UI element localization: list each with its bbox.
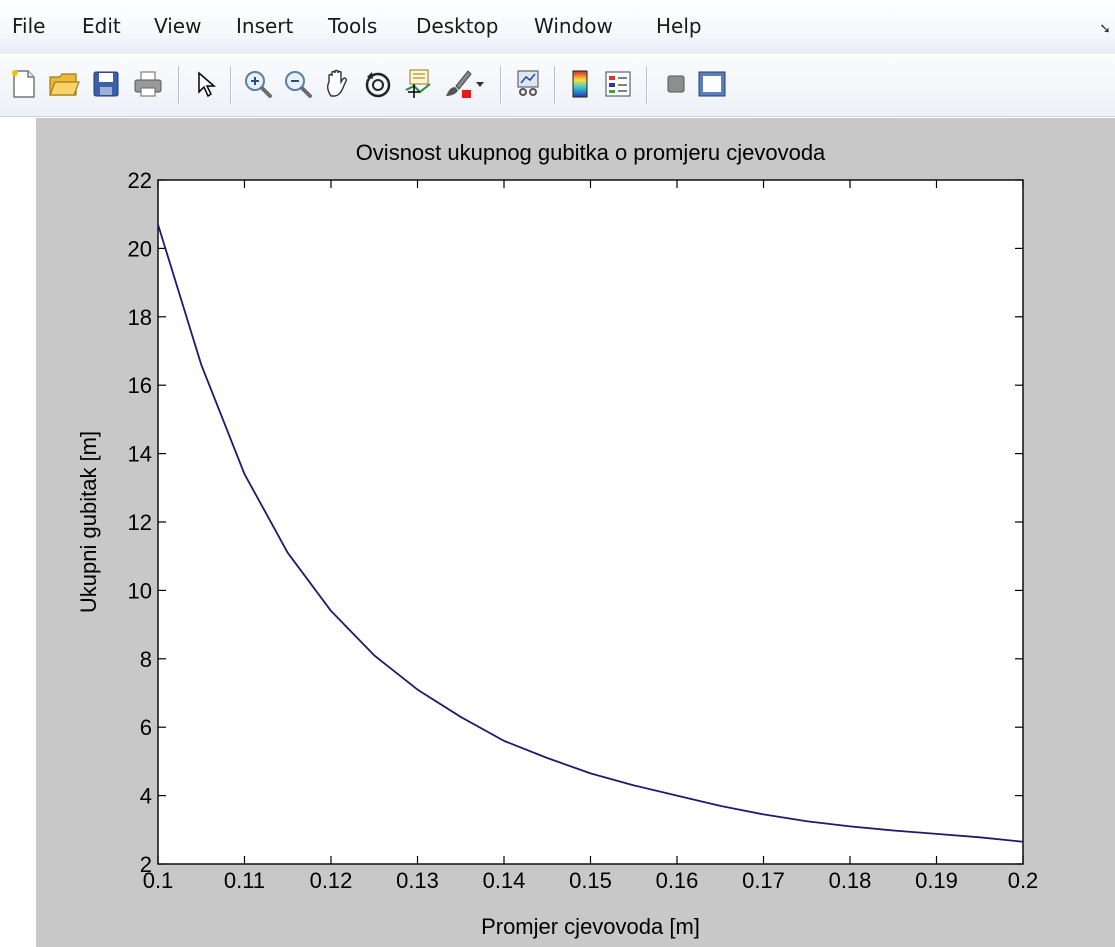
print-icon[interactable]: [130, 66, 166, 102]
y-tick-label: 12: [128, 510, 152, 535]
loss-curve-line: [157, 224, 1024, 843]
toolbar-separator: [646, 66, 648, 104]
y-tick-label: 2: [140, 852, 152, 877]
y-axis-label: Ukupni gubitak [m]: [76, 431, 101, 613]
brush-icon[interactable]: [440, 66, 476, 102]
zoom-in-icon[interactable]: [240, 66, 276, 102]
x-tick-label: 0.19: [915, 868, 958, 893]
menu-file[interactable]: File: [12, 14, 46, 38]
save-icon[interactable]: [88, 66, 124, 102]
menu-desktop[interactable]: Desktop: [416, 14, 499, 38]
x-tick-label: 0.12: [310, 868, 353, 893]
x-tick-label: 0.15: [569, 868, 612, 893]
y-tick-label: 14: [128, 442, 152, 467]
x-tick-label: 0.11: [224, 868, 265, 893]
y-tick-label: 6: [140, 715, 152, 740]
toolbar-separator: [230, 66, 232, 104]
link-plot-icon[interactable]: [510, 66, 546, 102]
y-tick-label: 4: [140, 784, 152, 809]
y-tick-label: 10: [128, 578, 152, 603]
pan-hand-icon[interactable]: [320, 66, 356, 102]
y-tick-labels: 2 4 6 8 10 12 14 16 18 20 22: [128, 168, 152, 877]
axes-box[interactable]: [157, 179, 1024, 865]
x-tick-label: 0.1: [143, 868, 174, 893]
brush-dropdown-icon[interactable]: [470, 66, 490, 102]
show-plot-tools-icon[interactable]: [694, 66, 730, 102]
legend-icon[interactable]: [600, 66, 636, 102]
x-tick-labels: 0.1 0.11 0.12 0.13 0.14 0.15 0.16 0.17 0.18 0.19 0…: [143, 868, 1039, 893]
new-figure-icon[interactable]: [6, 66, 42, 102]
x-tick-label: 0.2: [1008, 868, 1039, 893]
y-tick-label: 8: [140, 647, 152, 672]
zoom-out-icon[interactable]: [280, 66, 316, 102]
menu-tools[interactable]: Tools: [328, 14, 378, 38]
menu-view[interactable]: View: [154, 14, 202, 38]
colorbar-icon[interactable]: [562, 66, 598, 102]
toolbar-separator: [554, 66, 556, 104]
figure-canvas: Ovisnost ukupnog gubitka o promjeru cjev…: [36, 118, 1115, 947]
menu-window[interactable]: Window: [534, 14, 613, 38]
figure-toolbar: [0, 56, 1115, 117]
x-tick-label: 0.14: [483, 868, 526, 893]
x-tick-label: 0.16: [656, 868, 699, 893]
menu-edit[interactable]: Edit: [82, 14, 121, 38]
open-file-icon[interactable]: [46, 66, 82, 102]
toolbar-separator: [178, 66, 180, 104]
menu-insert[interactable]: Insert: [236, 14, 294, 38]
hide-plot-tools-icon[interactable]: [658, 66, 694, 102]
axis-ticks: [157, 179, 1024, 865]
y-tick-label: 18: [128, 305, 152, 330]
dock-arrow-icon[interactable]: ➘: [1099, 20, 1111, 36]
data-cursor-icon[interactable]: [400, 66, 436, 102]
menu-bar: File Edit View Insert Tools Desktop Wind…: [0, 0, 1115, 54]
chart-title: Ovisnost ukupnog gubitka o promjeru cjev…: [356, 140, 826, 165]
x-axis-label: Promjer cjevovoda [m]: [481, 914, 700, 939]
toolbar-separator: [500, 66, 502, 104]
menu-help[interactable]: Help: [656, 14, 702, 38]
x-tick-label: 0.13: [396, 868, 439, 893]
x-tick-label: 0.18: [829, 868, 872, 893]
y-tick-label: 16: [128, 373, 152, 398]
plot-svg: Ovisnost ukupnog gubitka o promjeru cjev…: [76, 140, 1039, 939]
y-tick-label: 22: [128, 168, 152, 193]
y-tick-label: 20: [128, 236, 152, 261]
pointer-icon[interactable]: [188, 66, 224, 102]
rotate-3d-icon[interactable]: [360, 66, 396, 102]
x-tick-label: 0.17: [742, 868, 785, 893]
